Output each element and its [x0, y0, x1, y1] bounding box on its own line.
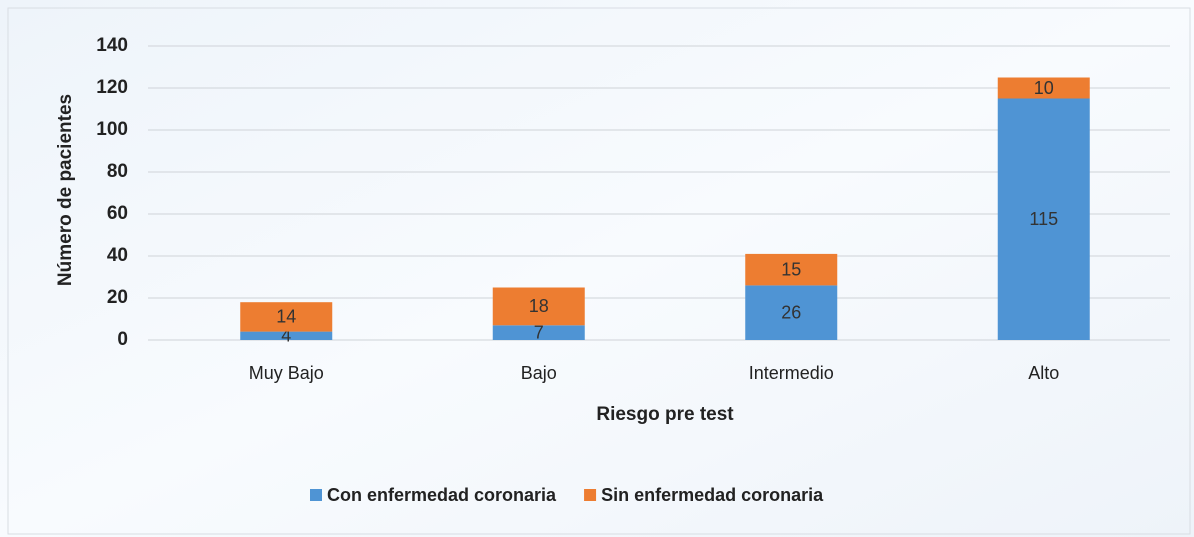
y-tick-label: 140 [96, 35, 128, 56]
data-label: 10 [1034, 78, 1054, 98]
x-tick-label: Alto [1028, 363, 1059, 383]
x-axis-title: Riesgo pre test [596, 404, 734, 425]
bar-segment [745, 253, 838, 286]
bar-segment [240, 331, 333, 340]
bar-segment [745, 285, 838, 340]
bar-segment [492, 325, 585, 340]
x-tick-label: Muy Bajo [249, 363, 324, 383]
data-label: 26 [781, 302, 801, 322]
legend-swatch [310, 489, 322, 501]
data-label: 15 [781, 259, 801, 279]
legend-label: Sin enfermedad coronaria [601, 485, 824, 505]
data-label: 14 [276, 307, 296, 327]
bar-segment [492, 287, 585, 326]
x-tick-label: Intermedio [749, 363, 834, 383]
y-axis-title: Número de pacientes [55, 94, 76, 286]
y-tick-label: 40 [107, 245, 128, 266]
frame [7, 7, 1191, 535]
data-label: 7 [534, 322, 544, 342]
y-tick-label: 0 [117, 329, 128, 350]
bar-segment [997, 77, 1090, 99]
y-tick-label: 60 [107, 203, 128, 224]
y-tick-label: 20 [107, 287, 128, 308]
legend-swatch [584, 489, 597, 501]
data-label: 4 [281, 326, 291, 346]
bar-segment [240, 302, 333, 332]
data-label: 18 [529, 296, 549, 316]
y-tick-label: 100 [96, 119, 128, 140]
bar-segment [997, 98, 1090, 340]
data-label: 115 [1029, 209, 1058, 229]
y-tick-label: 120 [96, 77, 128, 98]
y-tick-label: 80 [107, 161, 128, 182]
legend-label: Con enfermedad coronaria [327, 485, 557, 505]
x-tick-label: Bajo [521, 363, 557, 383]
